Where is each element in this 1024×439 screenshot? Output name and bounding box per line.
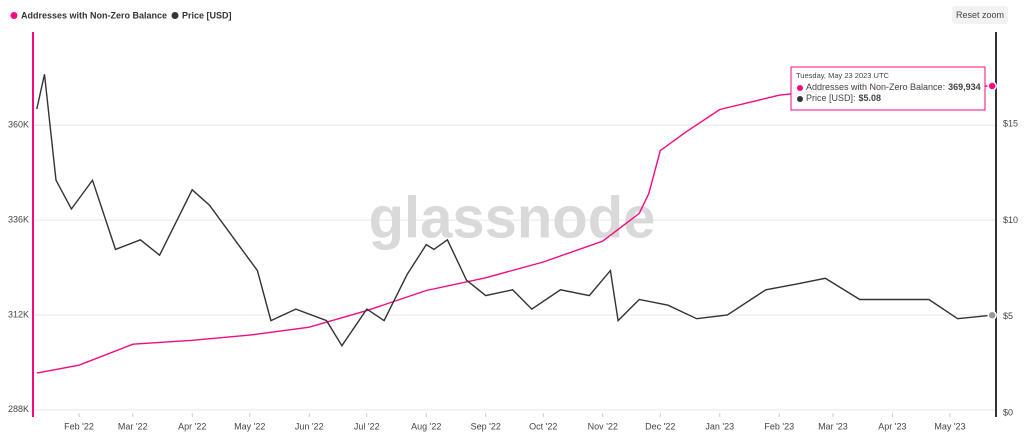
- x-tick-label: May '22: [234, 421, 265, 431]
- x-tick-label: Mar '23: [818, 421, 848, 431]
- series-line: [36, 74, 993, 347]
- x-tick-label: Nov '22: [588, 421, 618, 431]
- tooltip-swatch: [797, 96, 803, 102]
- y-tick-label: 312K: [8, 309, 29, 319]
- y-tick-label: 288K: [8, 404, 29, 414]
- x-tick-label: Feb '22: [64, 421, 94, 431]
- tooltip: Tuesday, May 23 2023 UTC Addresses with N…: [790, 66, 986, 111]
- legend-swatch: [171, 12, 179, 19]
- y2-tick-label: $5: [1003, 311, 1013, 321]
- x-tick-label: Sep '22: [471, 421, 501, 431]
- y2-tick-label: $10: [1003, 215, 1018, 225]
- tooltip-label: Addresses with Non-Zero Balance: 369,934: [806, 82, 981, 92]
- tooltip-title: Tuesday, May 23 2023 UTC: [796, 71, 890, 80]
- tooltip-box: [790, 66, 986, 111]
- legend-label: Price [USD]: [182, 10, 232, 20]
- x-tick-label: Dec '22: [645, 421, 675, 431]
- y-tick-label: 360K: [8, 120, 29, 130]
- tooltip-item-label: Price [USD]:: [806, 93, 856, 103]
- hover-marker: [987, 81, 997, 91]
- y2-tick-label: $0: [1003, 407, 1013, 417]
- tooltip-item-label: Addresses with Non-Zero Balance:: [806, 82, 945, 92]
- series-line: [36, 85, 993, 374]
- reset-zoom-label[interactable]: Reset zoom: [956, 10, 1004, 20]
- x-tick-label: Feb '23: [764, 421, 794, 431]
- watermark: glassnode: [369, 185, 656, 250]
- hover-marker: [987, 310, 997, 320]
- tooltip-item-value: $5.08: [859, 93, 882, 103]
- y2-tick-label: $15: [1003, 119, 1018, 129]
- tooltip-label: Price [USD]: $5.08: [806, 93, 881, 103]
- reset-zoom-button[interactable]: [952, 6, 1008, 24]
- x-tick-label: Jan '23: [705, 421, 734, 431]
- x-tick-label: Aug '22: [411, 421, 441, 431]
- x-tick-label: Apr '23: [878, 421, 906, 431]
- legend-label: Addresses with Non-Zero Balance: [21, 10, 167, 20]
- x-tick-label: Apr '22: [178, 421, 206, 431]
- y-tick-label: 336K: [8, 215, 29, 225]
- x-tick-label: Mar '22: [118, 421, 148, 431]
- x-tick-label: Jun '22: [295, 421, 324, 431]
- legend-swatch: [10, 12, 18, 19]
- x-tick-label: Jul '22: [354, 421, 380, 431]
- tooltip-item-value: 369,934: [948, 82, 981, 92]
- tooltip-swatch: [797, 85, 803, 91]
- x-tick-label: May '23: [934, 421, 965, 431]
- x-tick-label: Oct '22: [529, 421, 557, 431]
